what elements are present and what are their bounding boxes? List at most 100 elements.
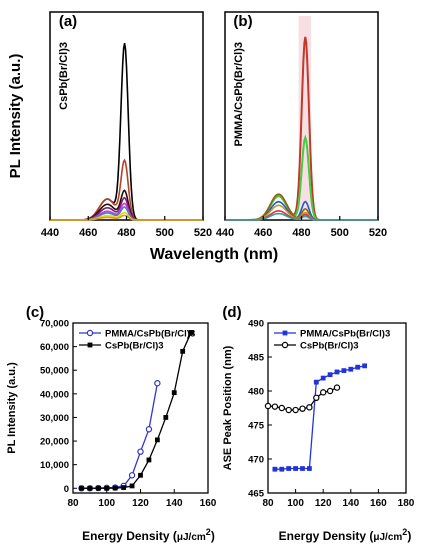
data-point [272, 466, 278, 472]
data-point [326, 387, 334, 395]
data-point [279, 466, 285, 472]
x-tick-label: 100 [287, 498, 304, 509]
data-point [362, 363, 367, 369]
x-axis-label-unit: μJ/cm [373, 532, 402, 543]
data-point [320, 375, 326, 381]
x-tick-label: 80 [262, 498, 274, 509]
x-tick-label: 500 [156, 227, 174, 239]
data-point [264, 402, 272, 410]
data-point [306, 404, 313, 411]
data-point [292, 406, 299, 414]
legend-label: PMMA/CsPb(Br/Cl)3 [105, 329, 195, 340]
y-tick-label: 485 [248, 353, 265, 364]
plot-frame [49, 11, 204, 221]
sample-label: PMMA/CsPb(Br/Cl)3 [233, 42, 245, 147]
x-axis-label: Energy Density (μJ/cm2) [82, 527, 215, 543]
data-point [138, 472, 143, 478]
x-tick-label: 100 [98, 498, 115, 509]
data-point [333, 384, 341, 391]
data-point [137, 448, 144, 455]
y-tick-label: 50,000 [40, 366, 69, 377]
data-point [299, 405, 306, 412]
y-tick-label: 470 [248, 455, 264, 466]
y-tick-label: 30,000 [40, 413, 69, 424]
x-tick-label: 440 [216, 227, 234, 239]
series-line [81, 383, 159, 489]
y-tick-label: 70,000 [40, 319, 69, 330]
y-tick-label: 475 [248, 421, 265, 432]
data-point [146, 457, 152, 463]
data-point [79, 485, 84, 491]
data-point [327, 372, 333, 378]
data-point [334, 369, 340, 375]
x-axis-label-text: Energy Density ( [82, 529, 177, 543]
x-tick-label: 120 [315, 498, 332, 509]
legend-label: PMMA/CsPb(Br/Cl)3 [300, 329, 390, 340]
data-point [313, 394, 320, 401]
x-tick-label: 520 [369, 227, 387, 239]
data-point [348, 366, 354, 372]
data-point [286, 466, 292, 471]
y-tick-label: 20,000 [40, 437, 69, 448]
data-point [145, 426, 153, 433]
series-line [274, 365, 365, 470]
data-point [129, 483, 135, 489]
data-point [104, 485, 110, 491]
x-tick-label: 140 [342, 498, 359, 509]
x-tick-label: 480 [292, 227, 310, 239]
x-tick-label: 180 [398, 498, 415, 509]
y-tick-label: 0 [64, 484, 69, 495]
panel-d: 80 100 120 140 160 180 465 470 475 480 485 490 PMMA/… [222, 304, 414, 543]
spectrum-line [50, 158, 203, 221]
x-axis-label-text: Energy Density ( [279, 529, 374, 543]
y-tick-label: 60,000 [40, 342, 69, 353]
legend-marker [281, 341, 289, 349]
x-tick-label: 440 [41, 227, 59, 239]
x-tick-label: 480 [117, 227, 135, 239]
data-point [271, 403, 279, 410]
panel-label: (a) [59, 13, 77, 30]
data-point [154, 437, 160, 443]
data-point [112, 485, 118, 491]
data-point [285, 406, 292, 414]
y-axis-label: PL Intensity (a.u.) [6, 362, 18, 454]
sample-label: CsPb(Br/Cl)3 [58, 42, 70, 110]
x-tick-label: 160 [370, 498, 387, 509]
panel-label: (b) [233, 13, 252, 30]
panel-a: 440 460 480 500 520 (a) CsPb(Br/Cl)3 [41, 11, 212, 239]
y-tick-label: 480 [248, 387, 264, 398]
x-tick-label: 160 [200, 498, 217, 509]
data-point [171, 390, 177, 396]
x-axis-label: Wavelength (nm) [150, 246, 278, 263]
x-tick-label: 140 [166, 498, 183, 509]
x-axis-label-sup: 2 [402, 527, 407, 537]
y-tick-label: 465 [248, 489, 265, 500]
x-tick-label: 460 [254, 227, 272, 239]
y-tick-label: 10,000 [40, 460, 69, 471]
y-axis-label: PL Intensity (a.u.) [7, 54, 24, 179]
legend-marker [282, 330, 288, 336]
data-point [341, 368, 347, 373]
legend-label: CsPb(Br/Cl)3 [105, 341, 164, 352]
data-point [188, 330, 194, 335]
x-axis-label-sup: 2 [206, 527, 211, 537]
legend-marker [86, 329, 94, 337]
panel-c: 80 100 120 140 160 0 10,000 20,000 30,000 40,000 5… [26, 304, 217, 543]
y-tick-label: 490 [248, 319, 264, 330]
x-axis-label-text: ) [211, 529, 215, 543]
x-tick-label: 500 [331, 227, 349, 239]
x-axis-label-text: ) [407, 529, 411, 543]
panel-b: 440 460 480 500 520 (b) PMMA/CsPb(Br/Cl)3 [216, 11, 387, 239]
x-axis-label: Energy Density (μJ/cm2) [279, 527, 412, 543]
legend-marker [87, 342, 93, 348]
data-point [154, 380, 161, 387]
x-tick-label: 520 [194, 227, 212, 239]
legend-label: CsPb(Br/Cl)3 [300, 341, 359, 352]
data-point [307, 466, 312, 471]
data-point [121, 485, 127, 490]
data-point [87, 485, 93, 491]
y-axis-label: ASE Peak Position (nm) [222, 345, 234, 470]
data-point [300, 466, 305, 471]
x-axis-label-unit: μJ/cm [177, 532, 206, 543]
